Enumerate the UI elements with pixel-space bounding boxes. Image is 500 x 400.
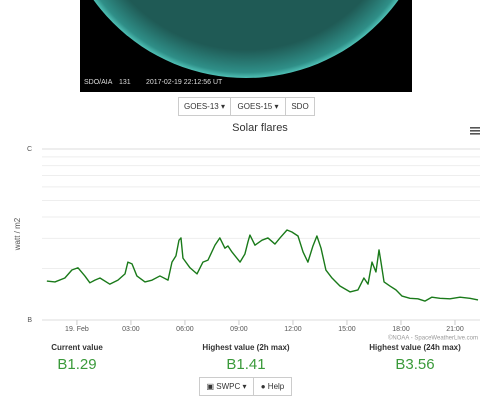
x-tick-label: 12:00 bbox=[284, 326, 302, 333]
x-tick-label: 18:00 bbox=[392, 326, 410, 333]
x-tick-label: 06:00 bbox=[176, 326, 194, 333]
source-button[interactable]: GOES-15 ▾ bbox=[230, 97, 286, 116]
button-label: SDO bbox=[291, 102, 309, 111]
stat-label: Current value bbox=[51, 343, 103, 352]
button-label: Help bbox=[267, 382, 285, 391]
x-tick-label: 19. Feb bbox=[65, 326, 89, 333]
chart-title: Solar flares bbox=[232, 122, 288, 134]
x-tick-label: 03:00 bbox=[122, 326, 140, 333]
credit: ©NOAA - SpaceWeatherLive.com bbox=[388, 335, 478, 342]
image-instrument: SDO/AIA bbox=[84, 79, 113, 86]
menu-icon[interactable] bbox=[470, 127, 480, 135]
plot: C B 19. Feb 03:00 06:00 09:00 12:00 15:00 18:00 2… bbox=[27, 146, 480, 333]
button-label: SWPC bbox=[216, 382, 241, 391]
image-channel: 131 bbox=[119, 79, 131, 86]
stat-value: B1.41 bbox=[226, 356, 266, 373]
source-button[interactable]: GOES-13 ▾ bbox=[178, 97, 231, 116]
x-tick-label: 15:00 bbox=[338, 326, 356, 333]
button-label: GOES-15 bbox=[237, 102, 273, 111]
sun-disk bbox=[93, 0, 399, 78]
x-tick-label: 21:00 bbox=[446, 326, 464, 333]
stat-label: Highest value (24h max) bbox=[369, 343, 461, 352]
flux-line bbox=[46, 229, 479, 302]
y-tick-label: B bbox=[27, 317, 32, 324]
x-tick-label: 09:00 bbox=[230, 326, 248, 333]
y-axis-label: watt / m2 bbox=[13, 217, 22, 251]
stat-value: B3.56 bbox=[395, 356, 435, 373]
source-button[interactable]: SDO bbox=[285, 97, 315, 116]
stat-label: Highest value (2h max) bbox=[202, 343, 290, 352]
image-timestamp: 2017-02-19 22:12:56 UT bbox=[146, 79, 223, 86]
y-tick-label: C bbox=[27, 146, 32, 153]
stat-value: B1.29 bbox=[57, 356, 97, 373]
button-label: GOES-13 bbox=[184, 102, 219, 111]
footer-button[interactable]: ● Help bbox=[253, 377, 292, 396]
footer-button[interactable]: ▣ SWPC ▾ bbox=[199, 377, 254, 396]
